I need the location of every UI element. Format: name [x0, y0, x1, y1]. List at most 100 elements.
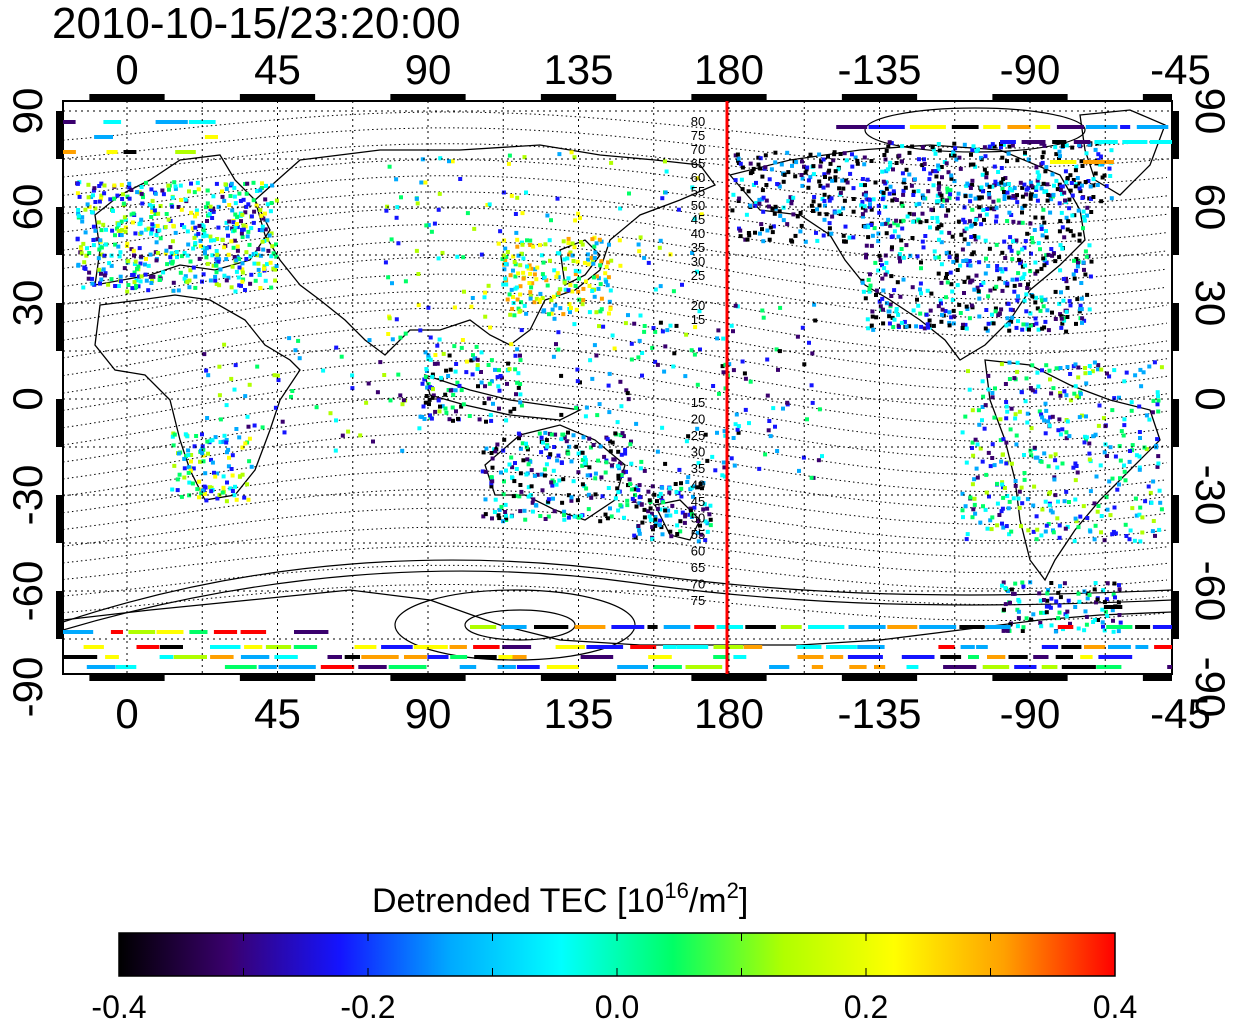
tec-point — [208, 207, 213, 212]
tec-point — [1010, 143, 1015, 148]
tec-point — [1002, 182, 1007, 187]
tec-point — [996, 198, 1001, 203]
tec-point — [1024, 616, 1029, 621]
tec-point — [695, 269, 699, 274]
tec-point — [594, 241, 599, 246]
tec-point — [493, 497, 498, 502]
tec-point — [964, 326, 969, 331]
tec-point — [980, 379, 985, 384]
tec-point — [658, 507, 663, 512]
tec-point — [863, 208, 868, 213]
tec-point — [502, 267, 507, 272]
tec-point — [423, 180, 428, 185]
tec-point — [968, 280, 973, 285]
tec-point — [1100, 162, 1105, 167]
top-lon-label: 0 — [115, 46, 138, 93]
tec-point — [753, 230, 757, 235]
tec-point — [243, 394, 248, 399]
tec-point — [761, 315, 766, 320]
tec-point — [1140, 515, 1145, 520]
tec-point — [1004, 524, 1009, 529]
tec-point — [933, 169, 938, 174]
tec-point — [148, 252, 153, 257]
tec-point — [1028, 196, 1033, 201]
new-zealand-outline — [654, 499, 701, 541]
tec-point — [690, 251, 695, 255]
tec-point — [1068, 173, 1073, 178]
right-lat-label: 90 — [1187, 88, 1234, 135]
tec-point — [1052, 477, 1057, 482]
tec-point — [1058, 268, 1063, 273]
tec-point — [579, 513, 584, 518]
tec-point — [1012, 376, 1017, 381]
tec-point — [171, 280, 176, 285]
tec-point — [600, 494, 605, 499]
tec-point — [1079, 159, 1084, 164]
tec-point — [698, 523, 702, 528]
tec-point — [988, 288, 993, 293]
tec-point — [172, 180, 177, 185]
tec-point — [998, 267, 1003, 272]
tec-point — [1065, 315, 1070, 319]
tec-point — [651, 326, 656, 330]
tec-point — [1099, 199, 1104, 204]
tec-point — [1060, 246, 1065, 251]
tec-point — [632, 321, 637, 326]
tec-point — [83, 230, 88, 235]
tec-point — [1018, 282, 1023, 287]
tec-point — [863, 183, 867, 188]
tec-point — [193, 274, 198, 279]
tec-point — [901, 255, 906, 260]
tec-point — [655, 506, 660, 511]
tec-point — [1118, 620, 1123, 625]
tec-point — [400, 402, 405, 407]
tec-point — [1018, 180, 1023, 185]
tec-point — [1073, 384, 1078, 389]
tec-point — [592, 294, 597, 299]
tec-point — [1019, 524, 1023, 529]
tec-point — [995, 268, 1000, 273]
tec-point — [180, 223, 184, 227]
tec-point — [1001, 495, 1006, 500]
tec-point — [602, 454, 607, 459]
tec-point — [512, 406, 517, 411]
tec-point — [1138, 367, 1143, 372]
tec-point — [890, 245, 894, 250]
tec-point — [1045, 591, 1050, 596]
tec-point — [1104, 495, 1109, 500]
tec-point — [986, 321, 991, 326]
tec-point — [571, 479, 576, 484]
tec-streak — [327, 655, 342, 659]
tec-point — [182, 225, 187, 230]
tec-point — [655, 449, 660, 454]
tec-point — [472, 226, 477, 231]
tec-point — [960, 508, 965, 513]
tec-point — [543, 242, 548, 247]
tec-point — [509, 455, 514, 460]
tec-point — [75, 236, 80, 241]
tec-point — [594, 353, 599, 358]
tec-point — [81, 285, 86, 290]
tec-point — [984, 472, 989, 477]
tec-point — [461, 255, 466, 260]
tec-point — [587, 283, 592, 288]
tec-point — [613, 496, 618, 501]
tec-streak — [502, 645, 532, 649]
tec-point — [418, 414, 423, 419]
tec-point — [933, 255, 938, 260]
tec-point — [1092, 537, 1097, 542]
tec-point — [789, 201, 794, 206]
tec-point — [192, 190, 197, 195]
tec-point — [157, 228, 162, 233]
tec-point — [182, 456, 187, 461]
tec-point — [569, 459, 574, 464]
tec-point — [265, 237, 270, 242]
tec-point — [866, 225, 871, 230]
tec-point — [1076, 626, 1081, 631]
tec-point — [121, 192, 125, 197]
tec-point — [138, 261, 143, 266]
tec-point — [538, 243, 542, 248]
tec-streak — [116, 665, 137, 669]
tec-point — [642, 468, 647, 473]
tec-point — [513, 274, 518, 279]
